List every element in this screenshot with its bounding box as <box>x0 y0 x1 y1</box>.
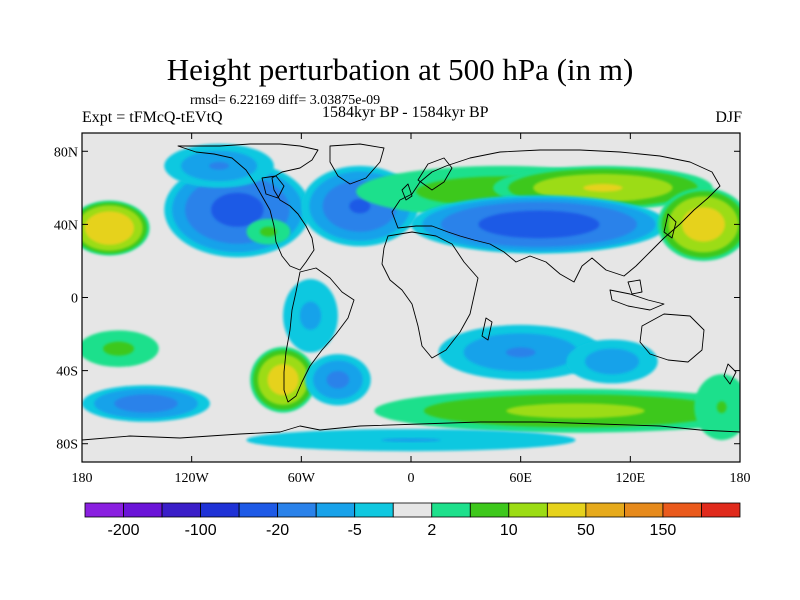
x-tick-label: 180 <box>72 471 93 486</box>
anomaly-contour-0-3 <box>84 211 135 245</box>
season-label: DJF <box>715 109 742 126</box>
colorbar-swatch-1 <box>123 502 163 518</box>
map-title: Height perturbation at 500 hPa (in m) <box>166 52 634 87</box>
anomaly-contour-12-2 <box>114 394 178 413</box>
experiment-label: Expt = tFMcQ-tEVtQ <box>82 109 223 126</box>
y-tick-label: 80S <box>56 438 78 453</box>
x-tick-labels: 180 120W 60W 0 60E 120E 180 <box>72 471 751 486</box>
x-tick-label: 120E <box>616 471 646 486</box>
coastline-japan <box>663 213 677 239</box>
coastline-hudson-bay <box>261 175 285 199</box>
colorbar-swatch-6 <box>315 502 356 518</box>
colorbar-swatch-16 <box>701 502 741 518</box>
colorbar-label: -5 <box>348 522 362 539</box>
colorbar-label: 150 <box>650 522 677 539</box>
x-tick-label: 180 <box>730 471 751 486</box>
colorbar-swatch-5 <box>277 502 317 518</box>
x-tick-label: 120W <box>175 471 210 486</box>
y-tick-label: 0 <box>71 292 78 307</box>
anomaly-contour-15-1 <box>585 348 640 375</box>
colorbar-label: 10 <box>500 522 518 539</box>
coastline-eurasia <box>391 149 721 283</box>
coastline-south-america <box>283 267 355 403</box>
anomaly-contour-14-2 <box>505 347 536 358</box>
coastline-borneo <box>627 279 643 295</box>
colorbar-swatch-3 <box>200 502 240 518</box>
colorbar-swatch-7 <box>354 502 394 518</box>
colorbar-swatch-11 <box>508 502 548 518</box>
anomaly-contour-18-1 <box>716 401 727 414</box>
period-label: 1584kyr BP - 1584kyr BP <box>322 104 489 121</box>
anomaly-contour-1-3 <box>211 192 264 227</box>
colorbar-swatch-10 <box>469 502 510 518</box>
coastline-antarctica <box>82 421 740 441</box>
x-tick-label: 0 <box>408 471 415 486</box>
colorbar-label: 2 <box>427 522 436 539</box>
coastline-scandinavia <box>417 157 453 191</box>
axis-ticks <box>81 133 741 462</box>
colorbar-swatch-0 <box>84 502 124 518</box>
coastline-north-america <box>177 143 319 271</box>
anomaly-contour-8-3 <box>681 207 726 242</box>
colorbar-label: -20 <box>266 522 289 539</box>
y-tick-labels: 80N 40N 0 40S 80S <box>54 145 78 452</box>
colorbar-swatch-12 <box>546 502 587 518</box>
x-tick-label: 60E <box>509 471 532 486</box>
anomaly-contour-2-2 <box>209 162 229 170</box>
anomaly-contour-7-3 <box>478 210 600 239</box>
colorbar-swatch-15 <box>662 502 702 518</box>
coastlines <box>82 143 740 441</box>
y-tick-label: 40S <box>56 365 78 380</box>
colorbar-swatch-4 <box>238 502 279 518</box>
colorbar-label: -200 <box>107 522 139 539</box>
anomaly-contour-4-3 <box>349 198 371 214</box>
anomaly-contour-9-1 <box>103 341 135 356</box>
colorbar-swatch-13 <box>585 502 625 518</box>
y-tick-label: 80N <box>54 145 78 160</box>
coastline-greenland <box>329 143 385 185</box>
anomaly-contour-16-2 <box>506 403 645 419</box>
x-tick-label: 60W <box>288 471 316 486</box>
coastline-australia <box>639 313 705 363</box>
colorbar-swatch-8 <box>392 502 433 518</box>
anomaly-contour-13-2 <box>326 370 350 389</box>
anomaly-contour-17-1 <box>381 438 441 443</box>
colorbar-swatch-9 <box>431 502 471 518</box>
colorbar-label: -100 <box>185 522 217 539</box>
anomaly-contour-3-1 <box>260 226 277 237</box>
colorbar: -200 -100 -20 -5 2 10 50 150 <box>84 502 741 539</box>
y-tick-label: 40N <box>54 218 78 233</box>
coastline-africa <box>381 231 479 359</box>
colorbar-swatch-14 <box>624 502 664 518</box>
colorbar-swatch-2 <box>161 502 201 518</box>
anomaly-contour-10-1 <box>299 301 322 330</box>
coastline-indonesia <box>609 289 665 311</box>
coastline-madagascar <box>481 317 493 341</box>
colorbar-label: 50 <box>577 522 595 539</box>
coastline-new-zealand <box>723 363 737 385</box>
anomaly-contour-11-3 <box>267 364 299 396</box>
anomaly-contour-6-3 <box>583 183 623 192</box>
coastline-britain <box>401 183 413 201</box>
stats-label: rmsd= 6.22169 diff= 3.03875e-09 <box>190 93 381 108</box>
anomaly-fields <box>82 144 740 452</box>
